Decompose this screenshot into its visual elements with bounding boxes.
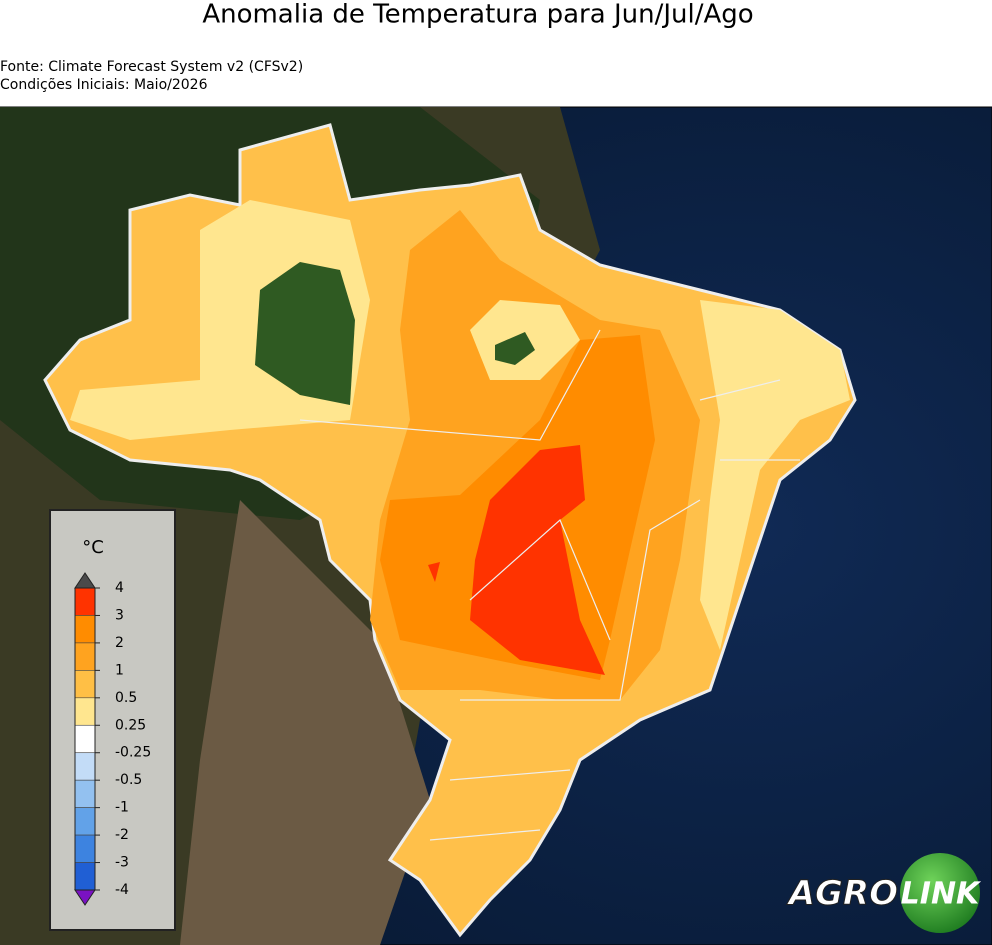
color-bin <box>74 642 96 671</box>
color-bin <box>74 862 96 891</box>
logo: AGRO LINK <box>785 853 982 933</box>
tick-label: 3 <box>115 607 124 623</box>
border <box>299 329 601 441</box>
tick-label: -0.25 <box>115 745 151 761</box>
very-hot-zone <box>428 562 440 582</box>
tick-label: 2 <box>115 635 124 651</box>
legend: °C 4 3 2 1 0.5 0.25 -0.25 -0.5 -1 -2 -3 -4 <box>49 509 176 931</box>
very-hot-zone <box>470 445 605 675</box>
colorbar-frame <box>74 587 96 891</box>
color-bin <box>74 670 96 699</box>
tick-label: -3 <box>115 855 129 871</box>
tick-label: 0.5 <box>115 690 137 706</box>
normal-zone <box>255 262 355 405</box>
tick-label: -1 <box>115 800 129 816</box>
color-bin <box>74 697 96 726</box>
color-bin <box>74 807 96 836</box>
plains <box>180 500 430 945</box>
border <box>429 769 571 841</box>
border <box>469 518 611 641</box>
legend-box <box>49 509 176 931</box>
tick-label: 0.25 <box>115 717 146 733</box>
tick-label: -2 <box>115 827 129 843</box>
title: Anomalia de Temperatura para Jun/Jul/Ago <box>202 0 753 30</box>
logo-ball <box>900 853 980 933</box>
color-bin <box>74 834 96 863</box>
mild-zone <box>700 300 850 650</box>
initial-conditions: Condições Iniciais: Maio/2026 <box>0 77 208 93</box>
color-bin <box>74 587 96 616</box>
tick-label: 4 <box>115 580 124 596</box>
border <box>460 499 701 701</box>
tick-label: 1 <box>115 662 124 678</box>
color-bin <box>74 724 96 754</box>
tick-label: -0.5 <box>115 772 142 788</box>
color-bin <box>74 779 96 808</box>
color-bin <box>74 752 96 781</box>
state-borders <box>299 329 800 841</box>
color-bin <box>74 615 96 644</box>
normal-zone <box>495 332 535 365</box>
border <box>699 379 800 461</box>
source: Fonte: Climate Forecast System v2 (CFSv2… <box>0 59 303 75</box>
logo-left: AGRO <box>786 874 898 914</box>
legend-unit: °C <box>82 537 104 558</box>
tick-label: -4 <box>115 882 129 898</box>
logo-right: LINK <box>901 877 982 912</box>
